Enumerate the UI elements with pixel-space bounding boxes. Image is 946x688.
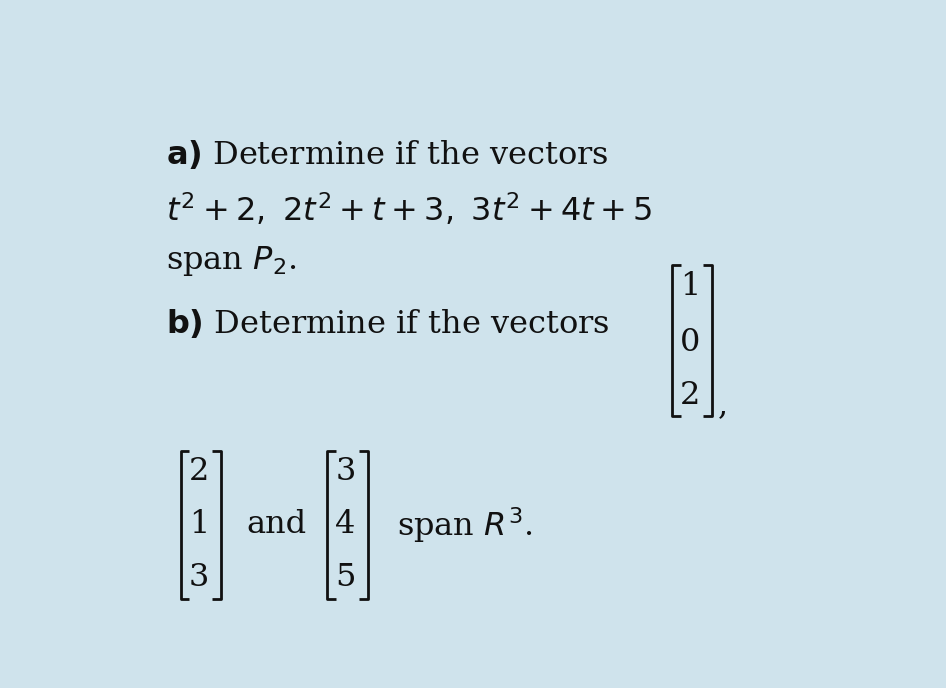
Text: span $P_2$.: span $P_2$.: [166, 244, 296, 278]
Text: 0: 0: [680, 327, 700, 358]
Text: ,: ,: [718, 390, 728, 421]
Text: 2: 2: [680, 380, 700, 411]
Text: 2: 2: [188, 456, 209, 487]
Text: 5: 5: [335, 562, 356, 593]
Text: $t^2 + 2,\ 2t^2 + t + 3,\ 3t^2 + 4t + 5$: $t^2 + 2,\ 2t^2 + t + 3,\ 3t^2 + 4t + 5$: [166, 191, 652, 228]
Text: $\mathbf{a)}$ Determine if the vectors: $\mathbf{a)}$ Determine if the vectors: [166, 138, 608, 171]
Text: 3: 3: [188, 562, 209, 593]
Text: 3: 3: [335, 456, 356, 487]
Text: 1: 1: [680, 271, 700, 302]
Text: and: and: [247, 509, 307, 540]
Text: $\mathbf{b)}$ Determine if the vectors: $\mathbf{b)}$ Determine if the vectors: [166, 307, 609, 340]
Text: 1: 1: [189, 509, 209, 540]
Text: span $R^3$.: span $R^3$.: [397, 505, 533, 545]
Text: 4: 4: [335, 509, 356, 540]
